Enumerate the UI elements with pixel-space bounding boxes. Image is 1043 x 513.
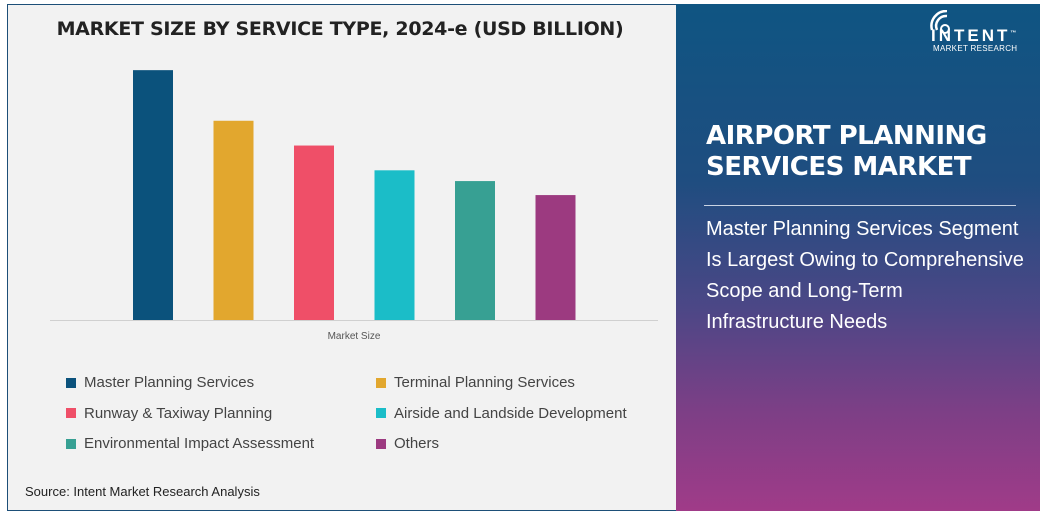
chart-title: MARKET SIZE BY SERVICE TYPE, 2024-e (USD… [56, 18, 624, 40]
legend-item: Runway & Taxiway Planning [66, 405, 272, 422]
legend-label: Terminal Planning Services [394, 374, 575, 391]
legend-label: Runway & Taxiway Planning [84, 404, 273, 422]
bar-chart: Market Size [50, 70, 658, 342]
source-note: Source: Intent Market Research Analysis [25, 484, 260, 499]
divider [704, 205, 1016, 206]
legend-swatch [66, 438, 76, 449]
bar-3 [374, 170, 415, 320]
legend-swatch [376, 408, 386, 418]
market-title: AIRPORT PLANNING SERVICES MARKET [706, 121, 987, 182]
legend-swatch [376, 377, 386, 388]
legend-label: Airside and Landside Development [394, 404, 627, 422]
legend-item: Master Planning Services [66, 374, 254, 391]
legend-label: Master Planning Services [84, 374, 255, 391]
legend-swatch [376, 438, 386, 449]
legend-item: Others [376, 435, 439, 452]
intent-logo: INTENT™ MARKET RESEARCH [930, 10, 1019, 53]
legend-label: Environmental Impact Assessment [84, 435, 315, 452]
info-panel: INTENT™ MARKET RESEARCH AIRPORT PLANNING… [676, 4, 1040, 511]
bar-1 [213, 120, 254, 321]
legend-label: Others [394, 435, 440, 452]
legend-item: Airside and Landside Development [376, 405, 627, 422]
bar-2 [294, 145, 334, 320]
legend-swatch [66, 377, 76, 388]
legend-item: Terminal Planning Services [376, 374, 575, 391]
market-description: Master Planning Services Segment Is Larg… [706, 218, 1024, 333]
bar-5 [535, 195, 576, 320]
bar-0 [133, 70, 173, 321]
x-axis-label: Market Size [328, 331, 381, 342]
bar-4 [455, 181, 495, 320]
signal-icon [930, 10, 950, 34]
legend-item: Environmental Impact Assessment [66, 435, 314, 452]
legend-swatch [66, 408, 76, 418]
